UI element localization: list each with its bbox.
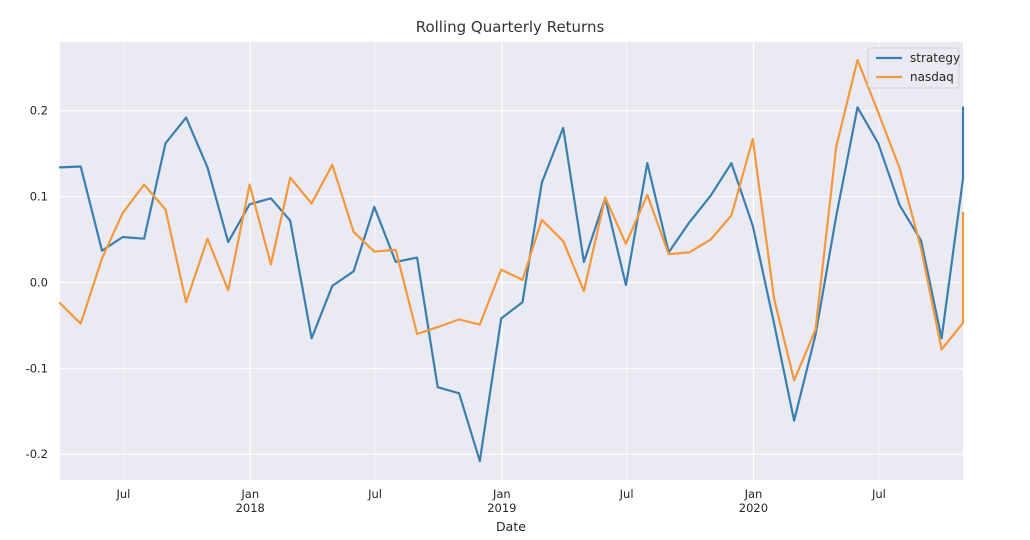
- x-tick-label: Jul: [871, 487, 886, 501]
- grid: [60, 42, 963, 480]
- y-axis: -0.2 -0.1 0.0 0.1 0.2: [26, 104, 48, 462]
- series-line-nasdaq: [58, 58, 965, 382]
- x-tick-year-label: 2019: [487, 501, 516, 515]
- y-tick-label: -0.2: [26, 447, 48, 461]
- x-tick-label: Jul: [115, 487, 130, 501]
- x-tick-label: Jan: [240, 487, 259, 501]
- y-tick-label: -0.1: [26, 361, 48, 375]
- x-axis-label: Date: [496, 519, 526, 534]
- x-tick-label: Jan: [744, 487, 763, 501]
- y-tick-label: 0.1: [30, 190, 48, 204]
- y-tick-label: 0.0: [30, 275, 48, 289]
- x-tick-label: Jul: [619, 487, 634, 501]
- legend-label-strategy: strategy: [910, 51, 960, 65]
- y-tick-label: 0.2: [30, 104, 48, 118]
- x-tick-label: Jul: [367, 487, 382, 501]
- series-lines: [58, 58, 965, 463]
- chart-title: Rolling Quarterly Returns: [416, 18, 605, 36]
- legend: strategy nasdaq: [867, 47, 960, 89]
- legend-label-nasdaq: nasdaq: [910, 70, 954, 84]
- x-tick-label: Jan: [492, 487, 511, 501]
- plot-area: [60, 42, 963, 480]
- x-tick-year-label: 2018: [236, 501, 265, 515]
- series-line-strategy: [58, 106, 965, 463]
- x-tick-year-label: 2020: [739, 501, 768, 515]
